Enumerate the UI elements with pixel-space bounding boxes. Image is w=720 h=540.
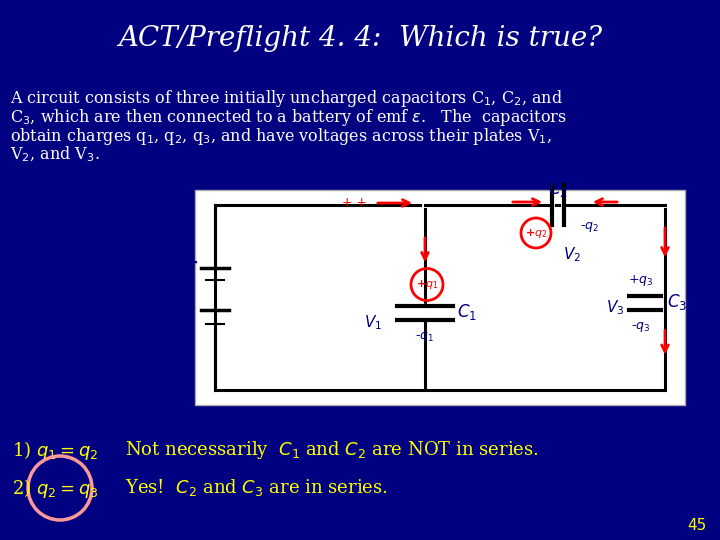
Text: 2) $q_2 = q_3$: 2) $q_2 = q_3$	[12, 476, 99, 500]
Text: +$q_3$: +$q_3$	[629, 273, 654, 288]
Text: V$_2$, and V$_3$.: V$_2$, and V$_3$.	[10, 145, 99, 164]
Text: $\mathit{V}_1$: $\mathit{V}_1$	[364, 313, 382, 332]
Text: + +: + +	[343, 195, 367, 208]
Text: -$q_3$: -$q_3$	[631, 320, 651, 334]
Text: +: +	[531, 198, 539, 208]
Text: -$q_1$: -$q_1$	[415, 330, 435, 345]
Text: ACT/Preflight 4. 4:  Which is true?: ACT/Preflight 4. 4: Which is true?	[118, 24, 602, 51]
Text: $\mathit{V}_2$: $\mathit{V}_2$	[563, 246, 581, 265]
Text: $\mathit{C}_1$: $\mathit{C}_1$	[457, 302, 477, 322]
Text: +$q_1$: +$q_1$	[415, 278, 438, 291]
Text: -: -	[188, 305, 194, 322]
Text: C$_3$, which are then connected to a battery of emf $\varepsilon$.   The  capaci: C$_3$, which are then connected to a bat…	[10, 107, 567, 128]
Text: $\mathit{C}_2$: $\mathit{C}_2$	[548, 179, 568, 199]
Text: +$q_2$: +$q_2$	[525, 226, 547, 240]
Text: Yes!  $C_2$ and $C_3$ are in series.: Yes! $C_2$ and $C_3$ are in series.	[125, 477, 388, 498]
Text: 45: 45	[687, 518, 706, 534]
Text: +: +	[184, 254, 198, 273]
Text: A circuit consists of three initially uncharged capacitors C$_1$, C$_2$, and: A circuit consists of three initially un…	[10, 88, 563, 109]
Text: obtain charges q$_1$, q$_2$, q$_3$, and have voltages across their plates V$_1$,: obtain charges q$_1$, q$_2$, q$_3$, and …	[10, 126, 552, 147]
Text: 1) $q_1 = q_2$: 1) $q_1 = q_2$	[12, 438, 99, 462]
Text: $\mathit{C}_3$: $\mathit{C}_3$	[667, 293, 687, 313]
Text: $\mathit{V}_3$: $\mathit{V}_3$	[606, 298, 624, 317]
Text: $\varepsilon$: $\varepsilon$	[174, 282, 184, 300]
Text: -$q_2$: -$q_2$	[580, 220, 599, 234]
Bar	[195, 190, 685, 405]
Text: Not necessarily  $C_1$ and $C_2$ are NOT in series.: Not necessarily $C_1$ and $C_2$ are NOT …	[125, 439, 539, 461]
